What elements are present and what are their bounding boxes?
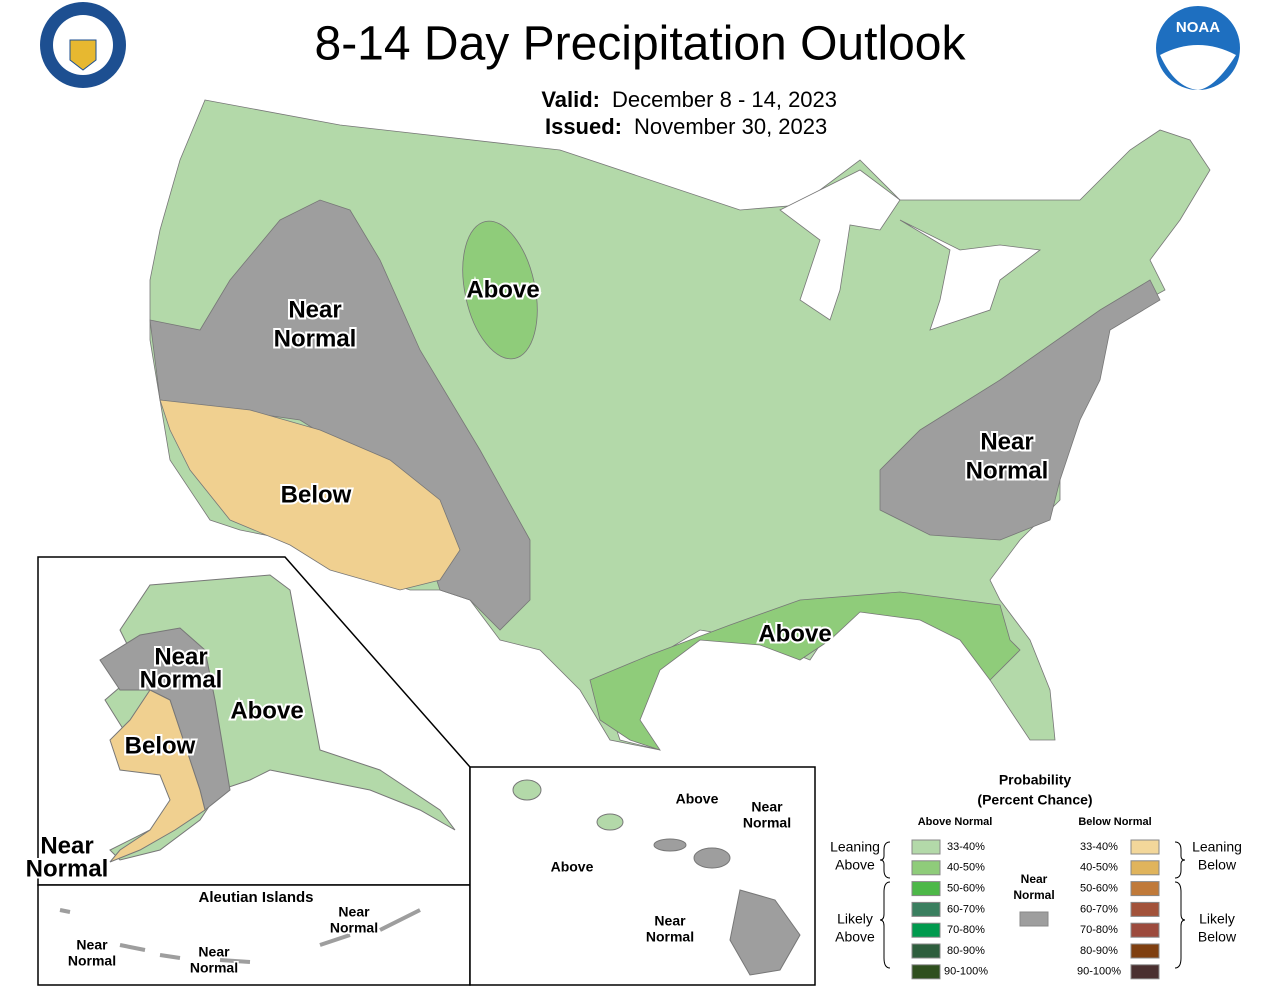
oahu [596,813,624,831]
legend-group: Above [835,929,875,945]
alaska-label: Normal [26,855,109,882]
southwest-below [159,399,461,591]
great-lakes-east [899,219,1042,331]
legend-label: 60-70% [947,903,985,915]
conus-label: Near [288,296,341,323]
legend-group: Leaning [830,839,880,855]
legend-swatch [1130,901,1160,917]
legend-label: 70-80% [1080,924,1118,936]
hawaii-label: Above [676,791,719,807]
legend-brace [879,881,891,969]
big-island [729,889,801,976]
legend-group: Normal [1013,888,1054,902]
legend-label: 90-100% [1077,966,1121,978]
alaska-label: Below [125,732,196,759]
aleutian-label: Normal [68,953,116,969]
legend-swatch [1130,839,1160,855]
legend-swatch [911,881,941,897]
legend-subtitle: (Percent Chance) [977,792,1092,808]
conus-label: Normal [274,325,357,352]
molokai [653,838,687,852]
aleutian-islands [59,908,421,964]
title: 8-14 Day Precipitation Outlook [315,18,967,71]
legend-group: Above [835,857,875,873]
conus-label: Above [758,620,831,647]
alaska-label: Near [154,643,207,670]
legend-title: Probability [999,772,1072,788]
issued-label: Issued: [545,114,622,139]
conus [149,99,1211,751]
alaska-label: Normal [140,666,223,693]
hawaii-label: Near [654,913,686,929]
legend-label: 50-60% [1080,883,1118,895]
alaska-below [109,689,206,863]
conus-label: Below [281,481,352,508]
legend-label: 33-40% [1080,841,1118,853]
aleutian-label: Near [198,944,230,960]
legend-label: 80-90% [947,945,985,957]
hawaii-label: Normal [646,929,694,945]
legend-swatch [911,901,941,917]
aleutian-label: Normal [330,920,378,936]
noaa-gull [1160,45,1236,90]
maui [693,847,731,869]
gulf-above [589,591,1021,751]
legend-swatch [911,943,941,959]
legend-brace [1174,881,1186,969]
legend-group: Likely [837,911,873,927]
valid-label: Valid: [541,87,600,112]
aleutian-title: Aleutian Islands [198,889,313,906]
legend-label: 33-40% [947,841,985,853]
legend-swatch [1130,943,1160,959]
alaska-label: Near [40,832,93,859]
noaa-text: NOAA [1176,19,1220,36]
aleutian-label: Near [338,904,370,920]
legend-header: Above Normal [918,816,993,828]
valid-value: December 8 - 14, 2023 [612,87,837,112]
aleutian-label: Normal [190,960,238,976]
aleutian-label: Near [76,937,108,953]
legend-label: 40-50% [947,862,985,874]
hawaii-label: Normal [743,815,791,831]
great-lakes [779,169,901,321]
plains-above [462,220,538,360]
conus-label: Normal [966,457,1049,484]
alaska-label: Above [230,697,303,724]
conus-label: Above [466,276,539,303]
legend-swatch [911,964,941,980]
legend-group: Near [1021,872,1048,886]
legend-label: 60-70% [1080,903,1118,915]
kauai [512,779,542,801]
legend-label: 50-60% [947,883,985,895]
aleutian-inset [37,884,471,986]
legend-header: Below Normal [1078,816,1151,828]
legend-swatch [1130,964,1160,980]
legend-swatch [1130,881,1160,897]
legend-swatch [1130,860,1160,876]
legend-swatch [911,860,941,876]
legend-brace [879,841,891,879]
legend-swatch [911,922,941,938]
legend-group: Leaning [1192,839,1242,855]
legend-group: Below [1198,929,1237,945]
legend-group: Likely [1199,911,1235,927]
east-near-normal [879,279,1161,541]
hawaii-label: Above [551,859,594,875]
legend-swatch [1019,911,1049,927]
seal-shield [69,39,97,71]
conus-label: Near [980,428,1033,455]
legend: Probability (Percent Chance) Above Normal B… [830,772,1242,980]
legend-label: 40-50% [1080,862,1118,874]
legend-label: 90-100% [944,966,988,978]
legend-swatch [911,839,941,855]
issued-value: November 30, 2023 [634,114,827,139]
region-labels: NearNormalAboveBelowNearNormalAboveNearN… [24,274,1051,977]
legend-swatch [1130,922,1160,938]
legend-label: 80-90% [1080,945,1118,957]
legend-label: 70-80% [947,924,985,936]
hawaii-label: Near [751,799,783,815]
legend-group: Below [1198,857,1237,873]
legend-brace [1174,841,1186,879]
